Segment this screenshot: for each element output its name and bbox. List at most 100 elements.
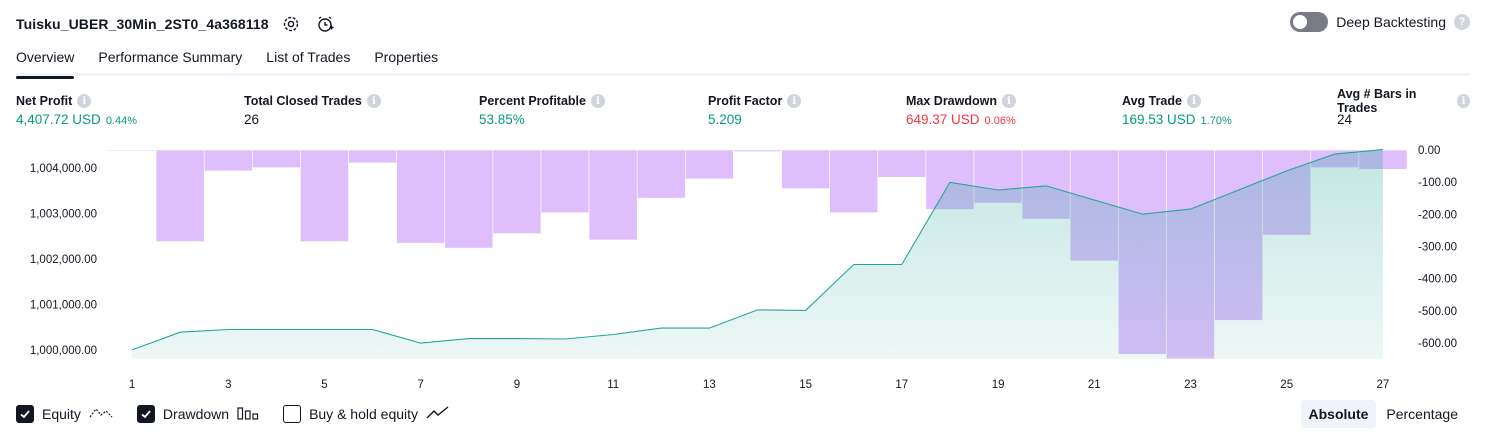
strategy-name: Tuisku_UBER_30Min_2ST0_4a368118 [16, 16, 269, 32]
drawdown-bar [396, 149, 446, 244]
metric-percent: 0.44% [105, 115, 138, 127]
metric-value: 24 [1337, 112, 1353, 127]
info-icon[interactable]: i [1002, 94, 1016, 108]
metric-avg-bars-in-trades: Avg # Bars in Trades i 24 [1337, 87, 1470, 127]
metric-value: 5.209 [708, 112, 742, 127]
x-axis-tick-label: 5 [321, 379, 327, 391]
metric-value: 169.53 USD [1122, 112, 1196, 127]
buy-hold-checkbox[interactable] [283, 405, 302, 423]
equity-line-icon [89, 405, 113, 424]
drawdown-bar [203, 149, 253, 172]
metric-profit-factor: Profit Factor i 5.209 [708, 92, 802, 127]
equity-area-fill [132, 149, 1383, 359]
tab-overview[interactable]: Overview [16, 44, 75, 79]
metric-label: Profit Factor [708, 94, 783, 108]
x-axis: 1 3 5 7 9 11 13 15 17 19 21 23 25 27 [129, 379, 1389, 391]
deep-backtesting-label: Deep Backtesting [1336, 14, 1446, 30]
drawdown-bar [252, 149, 301, 169]
x-axis-tick-label: 11 [607, 379, 619, 391]
absolute-button[interactable]: Absolute [1300, 400, 1377, 428]
x-axis-tick-label: 7 [417, 379, 423, 391]
metric-percent: 1.70% [1200, 115, 1232, 127]
metric-max-drawdown: Max Drawdown i 649.37 USD 0.06% [906, 92, 1016, 127]
drawdown-bar [733, 149, 782, 152]
info-icon[interactable]: i [1186, 94, 1201, 108]
equity-checkbox[interactable] [16, 405, 34, 423]
info-icon[interactable]: i [590, 94, 605, 108]
tab-performance-summary[interactable]: Performance Summary [98, 49, 243, 65]
gear-icon[interactable] [279, 12, 303, 36]
right-axis-tick-label: -600.00 [1418, 338, 1457, 350]
equity-drawdown-chart[interactable]: 1,000,000.00 1,001,000.00 1,002,000.00 1,00… [0, 138, 1486, 396]
right-axis-tick-label: -400.00 [1418, 274, 1457, 286]
metric-percent-profitable: Percent Profitable i 53.85% [479, 92, 605, 127]
percentage-button[interactable]: Percentage [1386, 406, 1458, 422]
right-axis-tick-label: -300.00 [1418, 242, 1457, 254]
x-axis-tick-label: 13 [703, 379, 716, 391]
drawdown-bar [444, 149, 494, 249]
metric-label: Total Closed Trades [244, 94, 362, 108]
drawdown-bar [348, 149, 398, 164]
drawdown-bar [829, 149, 879, 214]
x-axis-tick-label: 19 [992, 379, 1005, 391]
metric-label: Max Drawdown [906, 94, 997, 108]
drawdown-bar [300, 149, 349, 242]
legend-buy-hold-equity[interactable]: Buy & hold equity [283, 405, 450, 424]
right-axis-tick-label: -100.00 [1418, 177, 1457, 189]
metric-label: Percent Profitable [479, 94, 586, 108]
drawdown-bar [155, 149, 205, 242]
legend-drawdown[interactable]: Drawdown [136, 405, 259, 424]
info-icon[interactable]: i [1456, 94, 1470, 108]
info-icon[interactable]: i [787, 94, 802, 108]
metric-value: 53.85% [479, 112, 525, 127]
equity-area [131, 149, 1383, 359]
x-axis-tick-label: 9 [514, 379, 520, 391]
x-axis-tick-label: 23 [1184, 379, 1197, 391]
deep-backtesting-toggle[interactable] [1290, 12, 1329, 32]
metric-percent: 0.06% [984, 115, 1016, 127]
right-axis-tick-label: -200.00 [1418, 209, 1457, 221]
left-axis-tick-label: 1,003,000.00 [30, 209, 97, 221]
right-axis: 0.00 -100.00 -200.00 -300.00 -400.00 -500.00 -… [1418, 145, 1457, 350]
tab-properties[interactable]: Properties [374, 49, 439, 65]
add-alert-clock-icon[interactable] [313, 12, 337, 36]
legend-equity[interactable]: Equity [16, 405, 113, 424]
chart-legend: Equity Drawdown Buy & hold equity [16, 403, 474, 425]
legend-label: Drawdown [162, 406, 230, 422]
drawdown-bar [588, 149, 638, 241]
drawdown-bars-icon [237, 405, 259, 424]
drawdown-bar [540, 149, 590, 214]
left-axis: 1,000,000.00 1,001,000.00 1,002,000.00 1,00… [30, 163, 97, 357]
left-axis-tick-label: 1,001,000.00 [30, 300, 97, 312]
x-axis-tick-label: 3 [225, 379, 231, 391]
metric-total-closed-trades: Total Closed Trades i 26 [244, 92, 381, 127]
legend-label: Equity [42, 406, 81, 422]
metric-label: Net Profit [16, 94, 73, 108]
right-axis-tick-label: -500.00 [1418, 306, 1457, 318]
strategy-header: Tuisku_UBER_30Min_2ST0_4a368118 [16, 12, 337, 36]
help-icon[interactable]: ? [1454, 14, 1470, 30]
info-icon[interactable]: i [366, 94, 381, 108]
tab-list-of-trades[interactable]: List of Trades [266, 49, 351, 65]
metric-net-profit: Net Profit i 4,407.72 USD 0.44% [16, 92, 137, 127]
drawdown-bar [684, 149, 734, 180]
x-axis-tick-label: 1 [129, 379, 135, 391]
metric-value: 4,407.72 USD [16, 112, 101, 127]
drawdown-bar [107, 149, 157, 152]
right-axis-tick-label: 0.00 [1418, 145, 1440, 157]
metric-value: 649.37 USD [906, 112, 980, 127]
report-tabs: Overview Performance Summary List of Tra… [16, 44, 1470, 79]
metric-value: 26 [244, 112, 260, 127]
drawdown-bar [492, 149, 542, 234]
metric-label: Avg Trade [1122, 94, 1182, 108]
scale-toggle: Absolute Percentage [1300, 400, 1467, 428]
drawdown-checkbox[interactable] [136, 405, 155, 423]
metric-avg-trade: Avg Trade i 169.53 USD 1.70% [1122, 92, 1232, 127]
drawdown-bar [636, 149, 686, 199]
left-axis-tick-label: 1,002,000.00 [30, 254, 97, 266]
legend-label: Buy & hold equity [309, 406, 419, 422]
drawdown-bar [877, 149, 927, 178]
x-axis-tick-label: 25 [1280, 379, 1293, 391]
info-icon[interactable]: i [77, 94, 92, 108]
metrics-row: Net Profit i 4,407.72 USD 0.44% Total Clos… [16, 87, 1470, 132]
